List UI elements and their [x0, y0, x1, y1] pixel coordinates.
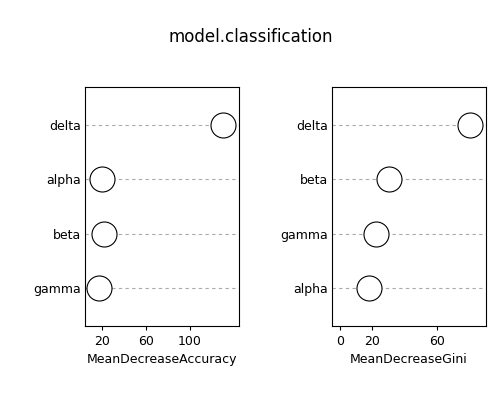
X-axis label: MeanDecreaseAccuracy: MeanDecreaseAccuracy — [87, 353, 237, 366]
Text: model.classification: model.classification — [168, 28, 333, 46]
X-axis label: MeanDecreaseGini: MeanDecreaseGini — [350, 353, 468, 366]
